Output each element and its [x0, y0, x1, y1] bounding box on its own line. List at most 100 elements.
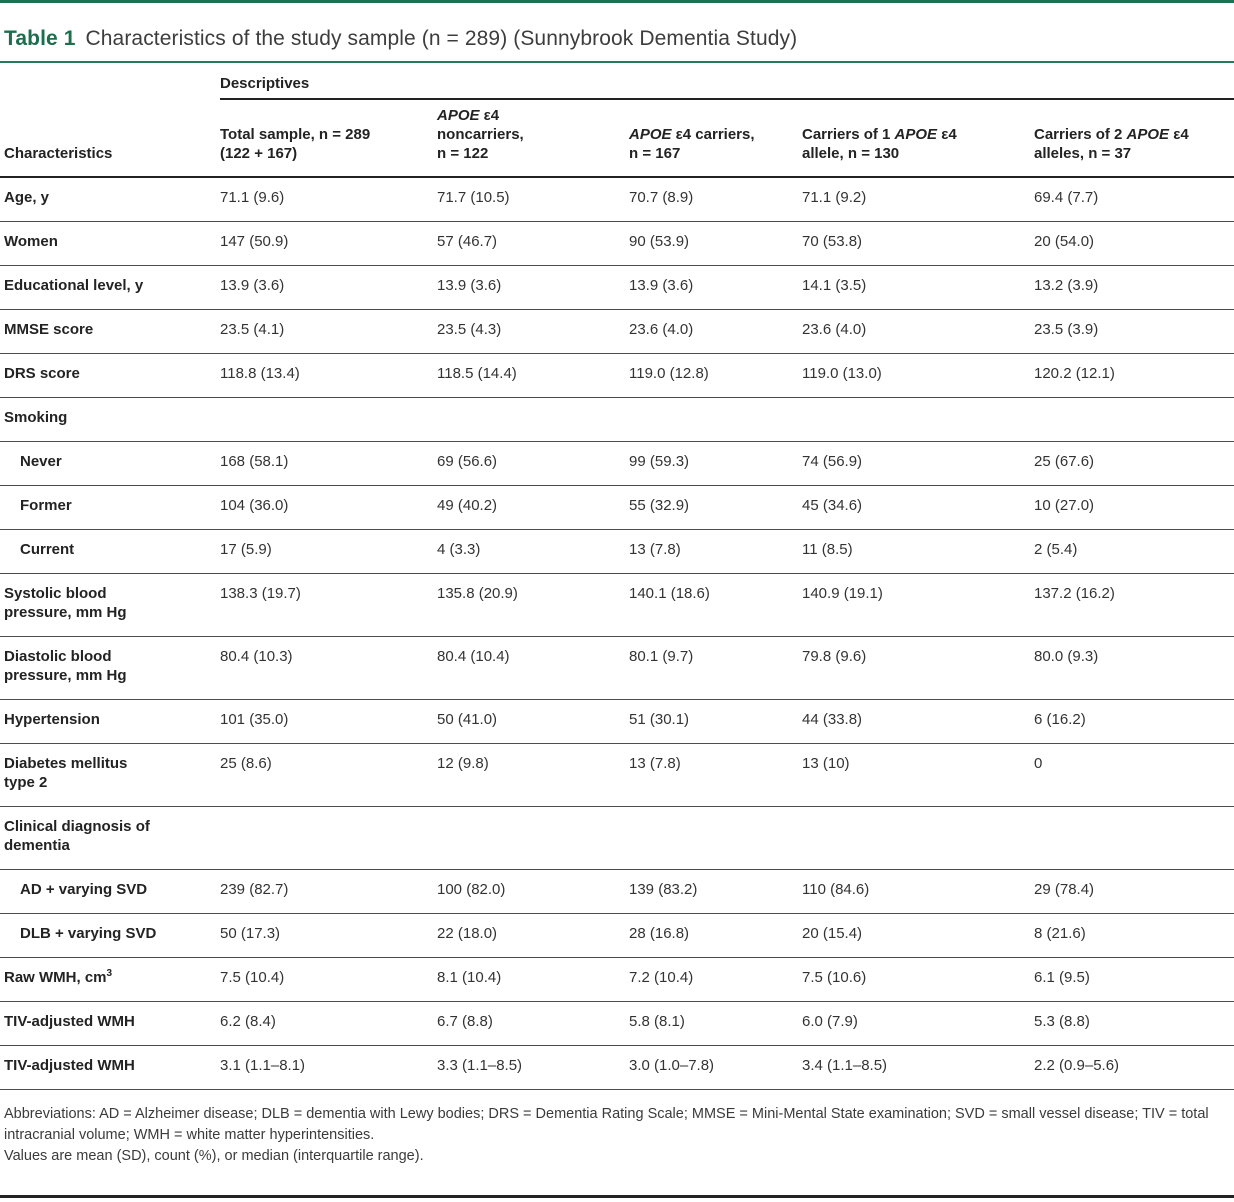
row-label: Never	[20, 453, 62, 470]
cell-value: 25 (67.6)	[1034, 453, 1095, 470]
cell-value: 7.5 (10.4)	[220, 969, 285, 986]
cell-value: 23.6 (4.0)	[629, 321, 694, 338]
cell-value: 239 (82.7)	[220, 881, 289, 898]
cell-value: 137.2 (16.2)	[1034, 585, 1115, 602]
cell-value: 5.3 (8.8)	[1034, 1013, 1090, 1030]
cell-value: 55 (32.9)	[629, 497, 690, 514]
table-row: MMSE score 23.5 (4.1) 23.5 (4.3) 23.6 (4.0)…	[0, 310, 1234, 354]
cell-value: 6.7 (8.8)	[437, 1013, 493, 1030]
cell-value: 3.1 (1.1–8.1)	[220, 1057, 306, 1074]
table-row: TIV-adjusted WMH 6.2 (8.4) 6.7 (8.8) 5.8 (8…	[0, 1002, 1234, 1046]
group-header-row: Descriptives	[0, 63, 1234, 100]
cell-value: 10 (27.0)	[1034, 497, 1095, 514]
cell-value: 140.1 (18.6)	[629, 585, 710, 602]
cell-value: 7.2 (10.4)	[629, 969, 694, 986]
top-rule	[0, 0, 1234, 3]
table-row: TIV-adjusted WMH 3.1 (1.1–8.1) 3.3 (1.1–8.…	[0, 1046, 1234, 1090]
cell-value: 17 (5.9)	[220, 541, 272, 558]
cell-value: 80.4 (10.3)	[220, 648, 293, 665]
cell-value: 57 (46.7)	[437, 233, 498, 250]
cell-value	[437, 398, 629, 442]
cell-value: 49 (40.2)	[437, 497, 498, 514]
descriptives-group-header: Descriptives	[220, 63, 1234, 100]
table-row: Former 104 (36.0) 49 (40.2) 55 (32.9) 45 (34…	[0, 486, 1234, 530]
cell-value: 110 (84.6)	[802, 881, 870, 898]
column-header: Total sample, n = 289 (122 + 167)	[220, 99, 437, 178]
cell-value: 147 (50.9)	[220, 233, 289, 250]
cell-value: 69.4 (7.7)	[1034, 189, 1099, 206]
column-header: Characteristics	[0, 99, 220, 178]
cell-value: 22 (18.0)	[437, 925, 498, 942]
cell-value	[220, 807, 437, 870]
cell-value: 2.2 (0.9–5.6)	[1034, 1057, 1120, 1074]
cell-value: 12 (9.8)	[437, 755, 489, 772]
cell-value: 20 (54.0)	[1034, 233, 1095, 250]
table-row: Raw WMH, cm3 7.5 (10.4) 8.1 (10.4) 7.2 (10.…	[0, 958, 1234, 1002]
column-header: Carriers of 1 APOE ε4 allele, n = 130	[802, 99, 1034, 178]
table-row: Never 168 (58.1) 69 (56.6) 99 (59.3) 74 (56.…	[0, 442, 1234, 486]
footnote-abbreviations: Abbreviations: AD = Alzheimer disease; D…	[4, 1106, 1209, 1143]
row-label: Diastolic blood pressure, mm Hg	[4, 648, 127, 684]
column-header: APOE ε4 carriers, n = 167	[629, 99, 802, 178]
cell-value: 80.4 (10.4)	[437, 648, 510, 665]
cell-value: 101 (35.0)	[220, 711, 289, 728]
cell-value: 13.9 (3.6)	[437, 277, 502, 294]
table-title: Table 1 Characteristics of the study samp…	[0, 3, 1234, 61]
cell-value: 118.8 (13.4)	[220, 365, 300, 382]
table-row: DLB + varying SVD 50 (17.3) 22 (18.0) 28 (1…	[0, 914, 1234, 958]
cell-value: 23.5 (3.9)	[1034, 321, 1099, 338]
cell-value	[629, 807, 802, 870]
cell-value: 79.8 (9.6)	[802, 648, 867, 665]
cell-value: 50 (17.3)	[220, 925, 281, 942]
table-row: Women 147 (50.9) 57 (46.7) 90 (53.9) 70 (53.…	[0, 222, 1234, 266]
cell-value	[437, 807, 629, 870]
cell-value: 23.5 (4.3)	[437, 321, 502, 338]
cell-value: 13 (7.8)	[629, 755, 681, 772]
cell-value: 69 (56.6)	[437, 453, 498, 470]
characteristics-table: Descriptives Characteristics Total sample…	[0, 63, 1234, 1090]
row-label: Systolic blood pressure, mm Hg	[4, 585, 127, 621]
section-row: Smoking	[0, 398, 1234, 442]
cell-value: 3.3 (1.1–8.5)	[437, 1057, 523, 1074]
table-row: Diabetes mellitus type 2 25 (8.6) 12 (9.8)…	[0, 744, 1234, 807]
cell-value: 71.7 (10.5)	[437, 189, 510, 206]
table-caption: Characteristics of the study sample (n =…	[85, 27, 798, 50]
cell-value: 50 (41.0)	[437, 711, 498, 728]
cell-value: 168 (58.1)	[220, 453, 289, 470]
cell-value: 6.2 (8.4)	[220, 1013, 276, 1030]
cell-value: 13.2 (3.9)	[1034, 277, 1099, 294]
cell-value: 23.6 (4.0)	[802, 321, 867, 338]
group-header-spacer	[0, 63, 220, 99]
cell-value: 6.0 (7.9)	[802, 1013, 858, 1030]
row-label: Educational level, y	[4, 277, 144, 294]
cell-value: 99 (59.3)	[629, 453, 690, 470]
cell-value: 6 (16.2)	[1034, 711, 1086, 728]
column-header: APOE ε4 noncarriers, n = 122	[437, 99, 629, 178]
row-label: TIV-adjusted WMH	[4, 1013, 135, 1030]
cell-value: 45 (34.6)	[802, 497, 863, 514]
cell-value: 4 (3.3)	[437, 541, 481, 558]
row-label: TIV-adjusted WMH	[4, 1057, 135, 1074]
cell-value: 8.1 (10.4)	[437, 969, 502, 986]
cell-value: 44 (33.8)	[802, 711, 863, 728]
bottom-rule	[0, 1195, 1234, 1198]
cell-value: 138.3 (19.7)	[220, 585, 301, 602]
cell-value	[220, 398, 437, 442]
table-row: Current 17 (5.9) 4 (3.3) 13 (7.8) 11 (8.5) 2 …	[0, 530, 1234, 574]
cell-value: 119.0 (13.0)	[802, 365, 882, 382]
column-header: Carriers of 2 APOE ε4 alleles, n = 37	[1034, 99, 1234, 178]
cell-value: 29 (78.4)	[1034, 881, 1095, 898]
cell-value: 139 (83.2)	[629, 881, 698, 898]
cell-value: 80.0 (9.3)	[1034, 648, 1099, 665]
row-label: Age, y	[4, 189, 50, 206]
cell-value: 90 (53.9)	[629, 233, 690, 250]
footnote-values: Values are mean (SD), count (%), or medi…	[4, 1148, 424, 1164]
cell-value: 6.1 (9.5)	[1034, 969, 1090, 986]
table-row: Hypertension 101 (35.0) 50 (41.0) 51 (30.1)…	[0, 700, 1234, 744]
table-footnotes: Abbreviations: AD = Alzheimer disease; D…	[0, 1104, 1234, 1167]
cell-value: 13.9 (3.6)	[629, 277, 694, 294]
row-label: Diabetes mellitus type 2	[4, 755, 128, 791]
title-rule	[0, 61, 1234, 63]
cell-value: 140.9 (19.1)	[802, 585, 883, 602]
